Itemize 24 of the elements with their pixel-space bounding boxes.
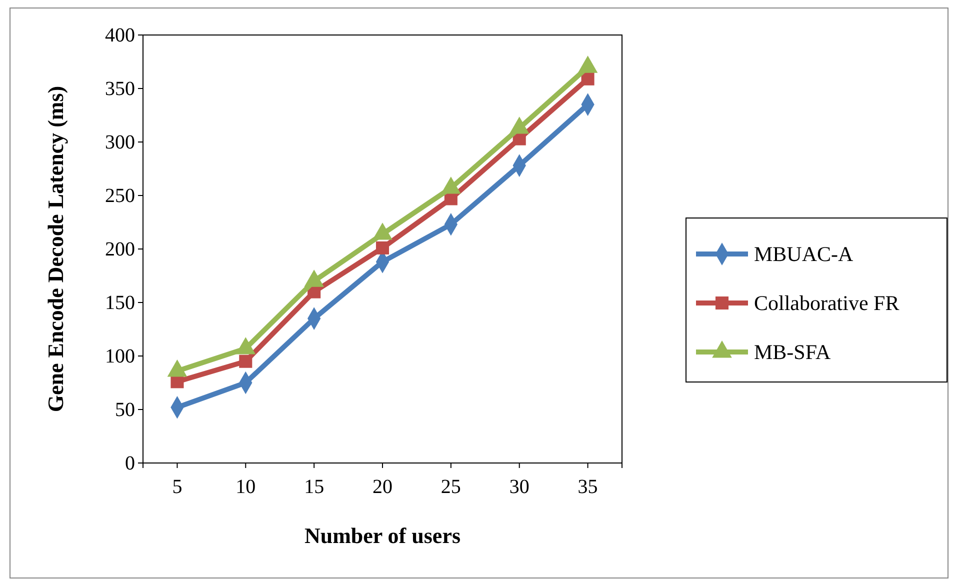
y-tick-label: 50: [115, 398, 135, 421]
y-tick-label: 200: [105, 238, 135, 260]
y-tick-label: 150: [105, 292, 135, 314]
point: [239, 354, 252, 368]
x-axis-title: Number of users: [304, 523, 461, 548]
x-tick-label: 20: [372, 476, 392, 498]
x-tick-label: 10: [236, 476, 256, 498]
x-tick-label: 25: [440, 476, 461, 498]
x-tick-label: 15: [304, 476, 324, 498]
legend-label: MBUAC-A: [754, 242, 854, 266]
x-tick-label: 5: [172, 476, 182, 498]
y-tick-label: 0: [125, 452, 135, 474]
y-tick-label: 400: [105, 24, 135, 46]
x-tick-label: 30: [509, 476, 530, 498]
legend-label: MB-SFA: [754, 340, 832, 364]
y-tick-label: 100: [105, 345, 135, 368]
y-tick-label: 250: [105, 184, 135, 207]
legend-label: Collaborative FR: [754, 291, 900, 315]
point: [581, 72, 594, 86]
y-axis-title: Gene Encode Decode Latency (ms): [43, 86, 68, 412]
x-tick-label: 35: [578, 476, 598, 498]
point: [376, 241, 390, 254]
y-tick-label: 300: [105, 131, 135, 154]
y-tick-label: 350: [105, 78, 135, 100]
